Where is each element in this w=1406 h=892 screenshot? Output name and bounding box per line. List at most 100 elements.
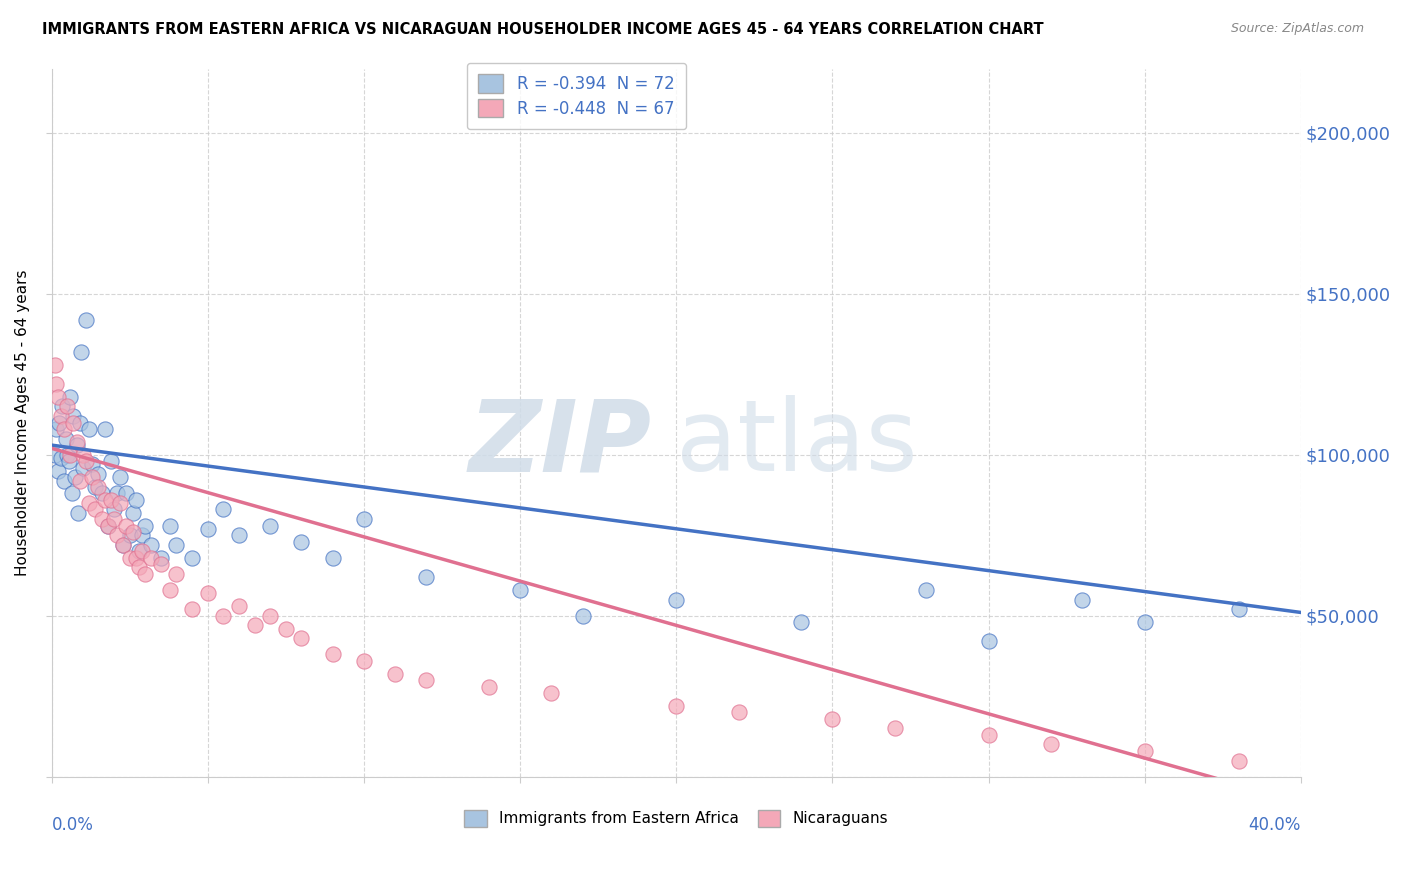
Point <box>1227 754 1250 768</box>
Point <box>149 550 172 565</box>
Point <box>77 496 100 510</box>
Point <box>93 492 115 507</box>
Point <box>125 492 148 507</box>
Point <box>84 480 107 494</box>
Point <box>44 358 66 372</box>
Point <box>48 416 70 430</box>
Point <box>53 422 76 436</box>
Point <box>259 608 281 623</box>
Point <box>128 560 150 574</box>
Point <box>134 566 156 581</box>
Point <box>82 458 104 472</box>
Point <box>166 566 188 581</box>
Point <box>65 438 87 452</box>
Point <box>63 470 86 484</box>
Point <box>540 686 562 700</box>
Point <box>112 538 135 552</box>
Text: ZIP: ZIP <box>468 395 651 492</box>
Point <box>1133 615 1156 629</box>
Point <box>181 602 204 616</box>
Point <box>77 422 100 436</box>
Point <box>322 550 344 565</box>
Point <box>67 506 90 520</box>
Point <box>415 673 437 687</box>
Text: 40.0%: 40.0% <box>1249 815 1301 833</box>
Point <box>49 409 72 424</box>
Point <box>259 518 281 533</box>
Point <box>70 344 93 359</box>
Point <box>159 582 181 597</box>
Point <box>62 409 84 424</box>
Point <box>727 705 749 719</box>
Point <box>212 502 235 516</box>
Point <box>55 432 77 446</box>
Point <box>44 448 66 462</box>
Point <box>69 474 91 488</box>
Point <box>110 496 132 510</box>
Point <box>75 312 97 326</box>
Point <box>166 538 188 552</box>
Point <box>110 470 132 484</box>
Point <box>915 582 938 597</box>
Point <box>322 648 344 662</box>
Point <box>571 608 593 623</box>
Point <box>149 558 172 572</box>
Point <box>134 518 156 533</box>
Point <box>197 586 219 600</box>
Point <box>87 480 110 494</box>
Point <box>69 416 91 430</box>
Point <box>1040 738 1063 752</box>
Point <box>118 528 141 542</box>
Point <box>121 506 143 520</box>
Point <box>1071 592 1094 607</box>
Point <box>128 544 150 558</box>
Point <box>353 654 375 668</box>
Point <box>384 666 406 681</box>
Point <box>100 454 122 468</box>
Point <box>59 390 82 404</box>
Point <box>45 376 67 391</box>
Point <box>60 486 83 500</box>
Point <box>93 422 115 436</box>
Point <box>665 592 688 607</box>
Point <box>105 528 128 542</box>
Point <box>103 502 125 516</box>
Point <box>97 518 120 533</box>
Point <box>82 470 104 484</box>
Point <box>72 460 94 475</box>
Point <box>56 448 79 462</box>
Point <box>105 486 128 500</box>
Point <box>90 512 112 526</box>
Point <box>131 528 153 542</box>
Point <box>243 618 266 632</box>
Point <box>87 467 110 481</box>
Point <box>97 518 120 533</box>
Point <box>159 518 181 533</box>
Point <box>75 454 97 468</box>
Point <box>141 550 163 565</box>
Point <box>228 599 250 613</box>
Point <box>112 538 135 552</box>
Point <box>62 416 84 430</box>
Point <box>59 448 82 462</box>
Point <box>290 631 312 645</box>
Point <box>212 608 235 623</box>
Text: IMMIGRANTS FROM EASTERN AFRICA VS NICARAGUAN HOUSEHOLDER INCOME AGES 45 - 64 YEA: IMMIGRANTS FROM EASTERN AFRICA VS NICARA… <box>42 22 1043 37</box>
Point <box>65 434 87 449</box>
Point <box>115 518 138 533</box>
Point <box>977 728 1000 742</box>
Point <box>509 582 531 597</box>
Legend: Immigrants from Eastern Africa, Nicaraguans: Immigrants from Eastern Africa, Nicaragu… <box>458 804 894 833</box>
Point <box>58 454 80 468</box>
Point <box>46 464 69 478</box>
Point <box>125 550 148 565</box>
Text: Source: ZipAtlas.com: Source: ZipAtlas.com <box>1230 22 1364 36</box>
Point <box>274 622 297 636</box>
Text: atlas: atlas <box>676 395 918 492</box>
Point <box>51 400 73 414</box>
Point <box>790 615 813 629</box>
Point <box>228 528 250 542</box>
Point <box>665 698 688 713</box>
Point <box>100 492 122 507</box>
Point <box>84 502 107 516</box>
